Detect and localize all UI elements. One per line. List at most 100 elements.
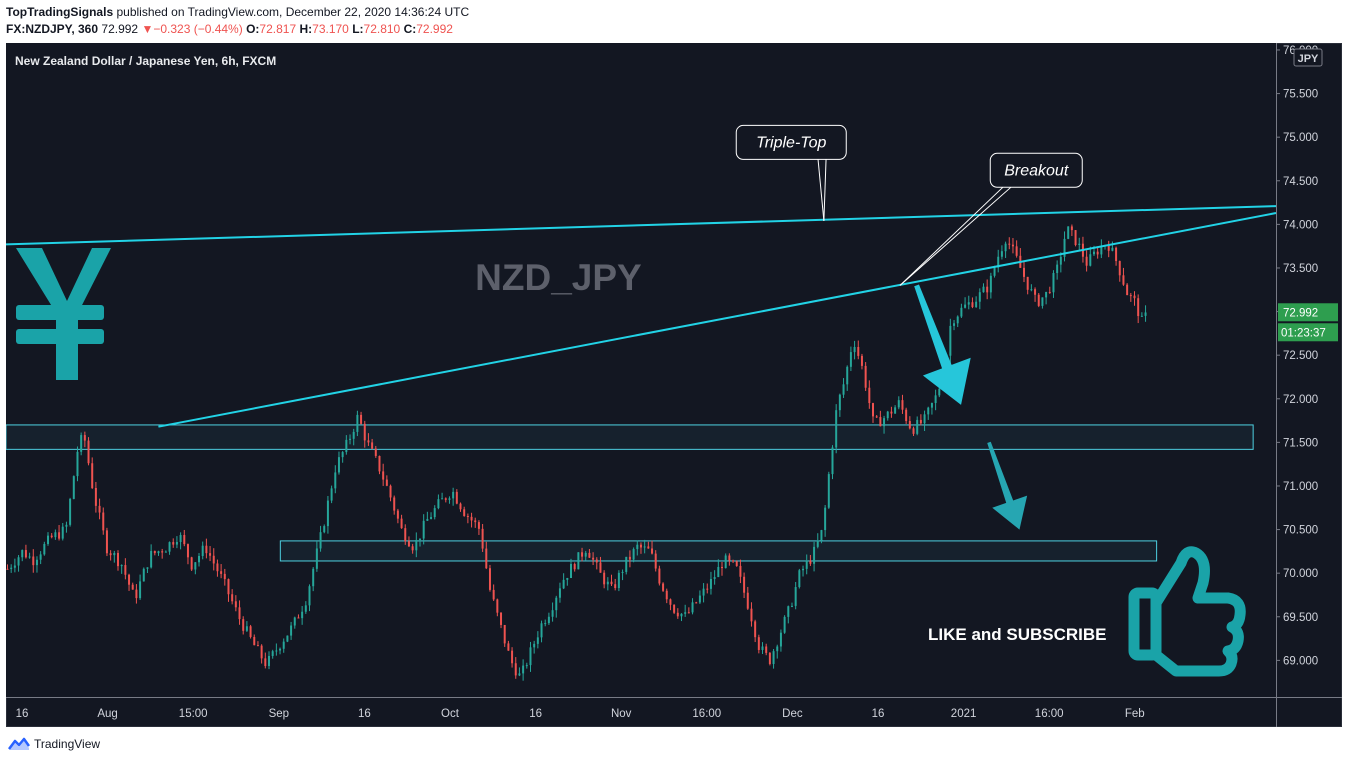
candle-body <box>511 650 514 664</box>
candle <box>883 415 886 434</box>
candle <box>849 346 852 372</box>
candle <box>927 406 930 420</box>
candle <box>956 315 959 328</box>
candle <box>562 573 565 590</box>
publisher-name[interactable]: TopTradingSignals <box>6 5 114 19</box>
candle-body <box>577 552 580 570</box>
candle <box>172 538 175 548</box>
candle <box>978 288 981 310</box>
candle <box>201 541 204 560</box>
price-tick-label: 71.000 <box>1283 481 1318 493</box>
candle <box>735 560 738 567</box>
close-value: 72.992 <box>416 22 453 36</box>
candle <box>87 437 90 466</box>
candle-body <box>525 665 528 667</box>
candle <box>249 624 252 639</box>
candle-body <box>21 550 24 558</box>
candle <box>772 649 775 669</box>
candle-body <box>676 612 679 617</box>
candle-body <box>481 528 484 549</box>
candle <box>157 550 160 556</box>
candle <box>116 550 119 571</box>
candle <box>732 559 735 564</box>
candle-body <box>669 599 672 605</box>
candle <box>35 556 38 573</box>
price-tick-label: 74.000 <box>1283 219 1318 231</box>
candle-body <box>194 562 197 570</box>
candle <box>610 574 613 587</box>
candle <box>651 540 654 555</box>
candle <box>1085 250 1088 272</box>
candle-body <box>923 414 926 424</box>
candle <box>83 431 86 448</box>
candle-body <box>349 438 352 440</box>
candle <box>721 561 724 576</box>
candle <box>378 455 381 475</box>
candle <box>444 497 447 503</box>
candle <box>525 662 528 669</box>
candle-body <box>437 499 440 509</box>
candle <box>367 433 370 446</box>
candle <box>1052 270 1055 298</box>
candle <box>234 595 237 612</box>
callout-pointer-right <box>899 186 1012 286</box>
candle <box>179 532 182 550</box>
candle-body <box>1085 256 1088 266</box>
candle-body <box>396 510 399 519</box>
candle-body <box>647 546 650 549</box>
candle <box>186 543 189 565</box>
thumbs-up-icon-cuff <box>1128 587 1162 661</box>
candle-body <box>80 435 83 452</box>
candle-body <box>50 535 53 538</box>
candle <box>1129 292 1132 302</box>
candle-body <box>853 346 856 353</box>
candle <box>573 562 576 572</box>
candle <box>669 598 672 611</box>
candle <box>698 590 701 605</box>
candle-body <box>993 267 996 276</box>
candle-body <box>238 607 241 620</box>
candle <box>393 495 396 515</box>
price-chart[interactable]: NZD_JPY New Zealand Dollar / Japanese Yen… <box>6 43 1342 727</box>
breakout-callout: Breakout <box>899 152 1083 286</box>
candle-body <box>337 457 340 473</box>
candle <box>827 471 830 509</box>
candle-body <box>135 589 138 599</box>
candle-body <box>912 428 915 434</box>
candle-body <box>271 651 274 656</box>
price-tick-label: 70.500 <box>1283 525 1318 537</box>
candle <box>975 296 978 308</box>
candle-body <box>256 645 259 647</box>
candle-body <box>632 549 635 560</box>
candle-body <box>975 301 978 308</box>
candle-body <box>1026 276 1029 290</box>
candle-body <box>290 625 293 636</box>
tradingview-logo-icon[interactable] <box>8 737 30 751</box>
candle-body <box>558 588 561 598</box>
candle-body <box>492 589 495 600</box>
candle <box>684 604 687 617</box>
candle <box>625 556 628 575</box>
candle-body <box>651 548 654 554</box>
candle <box>76 446 79 482</box>
candle-body <box>253 636 256 646</box>
time-tick-label: 15:00 <box>179 708 208 720</box>
candle <box>894 405 897 414</box>
candle <box>415 532 418 558</box>
candle-body <box>242 619 245 631</box>
candle <box>488 564 491 592</box>
candle-body <box>595 559 598 563</box>
candle-body <box>820 530 823 541</box>
candle-body <box>599 562 602 573</box>
candle <box>743 572 746 599</box>
candle <box>676 608 679 619</box>
candle-body <box>485 548 488 569</box>
candle <box>212 548 215 571</box>
candle <box>1074 229 1077 247</box>
footer-brand[interactable]: TradingView <box>34 737 101 751</box>
candle <box>146 567 149 573</box>
candle-body <box>463 509 466 516</box>
candle <box>905 407 908 424</box>
candle <box>964 297 967 309</box>
candle <box>673 604 676 615</box>
